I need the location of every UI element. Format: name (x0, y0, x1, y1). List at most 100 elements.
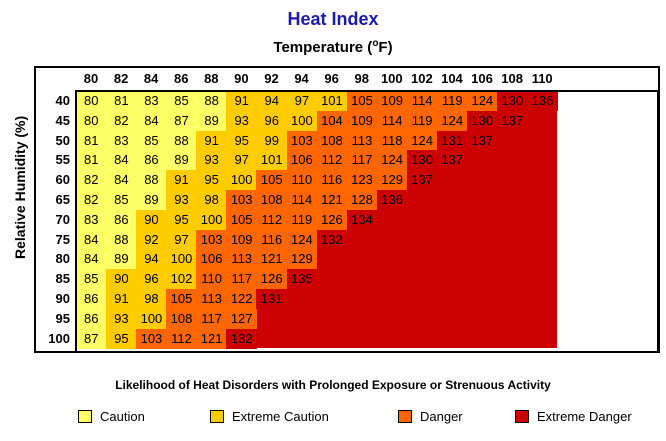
heat-index-cell: 119 (406, 110, 438, 132)
heat-index-cell: 98 (196, 190, 227, 211)
chart-title: Heat Index (287, 9, 379, 29)
heat-index-cell: 108 (166, 308, 197, 330)
humidity-header: 40 (55, 93, 70, 108)
temperature-header: 108 (501, 71, 523, 86)
heat-index-cell: 83 (76, 209, 107, 231)
heat-index-cell: 128 (346, 190, 378, 211)
heat-index-cell: 86 (106, 209, 137, 231)
temperature-header: 80 (83, 71, 99, 86)
heat-index-cell: 94 (256, 91, 288, 112)
heat-index-cell: 117 (226, 269, 257, 290)
legend-swatch (210, 409, 224, 423)
heat-index-cell: 88 (136, 170, 167, 191)
heat-index-cell: 117 (196, 308, 227, 330)
heat-index-cell: 84 (106, 150, 137, 171)
heat-index-cell: 105 (166, 289, 197, 310)
heat-index-cell: 105 (346, 91, 378, 112)
heat-index-cell: 123 (346, 170, 378, 191)
heat-index-cell: 93 (226, 110, 257, 132)
heat-index-cell: 137 (436, 150, 468, 171)
heat-index-cell: 96 (136, 269, 167, 290)
temperature-header: 100 (380, 71, 403, 86)
heat-index-cell: 137 (467, 130, 498, 151)
heat-index-cell: 103 (226, 190, 257, 211)
heat-index-cell: 124 (376, 150, 408, 171)
x-axis-title-suffix: F) (378, 39, 393, 56)
heat-index-cell: 100 (226, 170, 257, 191)
heat-index-cell: 137 (497, 110, 528, 132)
humidity-header: 85 (55, 271, 70, 287)
heat-index-cell: 109 (226, 229, 257, 250)
humidity-header: 50 (55, 132, 70, 148)
heat-index-cell: 118 (376, 130, 408, 151)
heat-index-cell: 95 (166, 209, 197, 231)
temperature-header: 96 (324, 71, 339, 86)
heat-index-cell: 85 (166, 91, 197, 112)
heat-index-cell: 136 (527, 91, 558, 112)
heat-index-cell: 102 (166, 269, 197, 290)
heat-index-cell: 124 (467, 91, 498, 112)
heat-index-cell: 110 (286, 170, 318, 191)
heat-index-cell: 96 (256, 110, 288, 132)
heat-index-cell: 114 (406, 91, 438, 112)
heat-index-cell: 89 (106, 249, 137, 270)
heat-index-cell: 131 (256, 289, 288, 310)
heat-index-cell: 121 (256, 249, 288, 270)
legend-item: Danger (398, 408, 463, 424)
heat-index-cell: 105 (226, 209, 257, 231)
heat-index-cell: 127 (226, 308, 257, 330)
heat-index-cell: 116 (316, 170, 348, 191)
y-axis-title: Relative Humidity (%) (12, 115, 28, 259)
heat-index-cell: 82 (106, 110, 137, 132)
heat-index-cell: 84 (76, 249, 107, 270)
heat-index-cell: 129 (376, 170, 408, 191)
heat-index-cell: 88 (106, 229, 137, 250)
heat-index-cell: 137 (406, 170, 438, 191)
heat-index-cell: 136 (376, 190, 408, 211)
temperature-header: 104 (441, 71, 463, 86)
heat-index-cell: 130 (467, 110, 498, 132)
heat-index-cell: 93 (166, 190, 197, 211)
humidity-header: 75 (55, 231, 70, 247)
heat-index-cell: 81 (76, 130, 107, 151)
heat-index-cell: 86 (76, 289, 107, 310)
heat-index-cell: 129 (286, 249, 318, 270)
heat-index-cell: 85 (136, 130, 167, 151)
heat-index-cell: 113 (226, 249, 257, 270)
heat-index-cell: 114 (376, 110, 408, 132)
heat-index-cell: 84 (76, 229, 107, 250)
legend-swatch (78, 409, 92, 423)
heat-index-cell: 104 (316, 110, 348, 132)
heat-index-cell: 81 (76, 150, 107, 171)
heat-index-cell: 122 (226, 289, 257, 310)
humidity-header: 70 (55, 211, 70, 227)
legend-item: Caution (78, 408, 145, 424)
heat-index-cell: 132 (226, 328, 257, 349)
heat-index-cell: 101 (256, 150, 288, 171)
heat-index-cell: 110 (196, 269, 227, 290)
heat-index-cell: 90 (136, 209, 167, 231)
humidity-header: 55 (55, 152, 70, 168)
heat-index-cell: 117 (346, 150, 378, 171)
heat-index-cell: 93 (196, 150, 227, 171)
temperature-header: 106 (471, 71, 493, 86)
temperature-header: 92 (264, 71, 279, 86)
heat-index-cell: 113 (196, 289, 227, 310)
heat-index-cell: 84 (136, 110, 167, 132)
heat-index-cell: 89 (196, 110, 227, 132)
heat-index-cell: 126 (316, 209, 348, 231)
heat-index-cell: 124 (406, 130, 438, 151)
heat-index-cell: 116 (256, 229, 288, 250)
heat-index-cell: 88 (166, 130, 197, 151)
temperature-header: 84 (143, 71, 159, 86)
legend-title: Likelihood of Heat Disorders with Prolon… (115, 378, 551, 392)
temperature-header: 82 (113, 71, 129, 86)
heat-index-cell: 101 (316, 91, 348, 112)
heat-index-cell: 106 (196, 249, 227, 270)
temperature-header: 102 (411, 71, 433, 86)
heat-index-cell: 106 (286, 150, 318, 171)
heat-index-cell: 86 (136, 150, 167, 171)
heat-index-cell: 109 (376, 91, 408, 112)
legend-label: Danger (420, 408, 463, 424)
heat-index-cell: 103 (286, 130, 318, 151)
